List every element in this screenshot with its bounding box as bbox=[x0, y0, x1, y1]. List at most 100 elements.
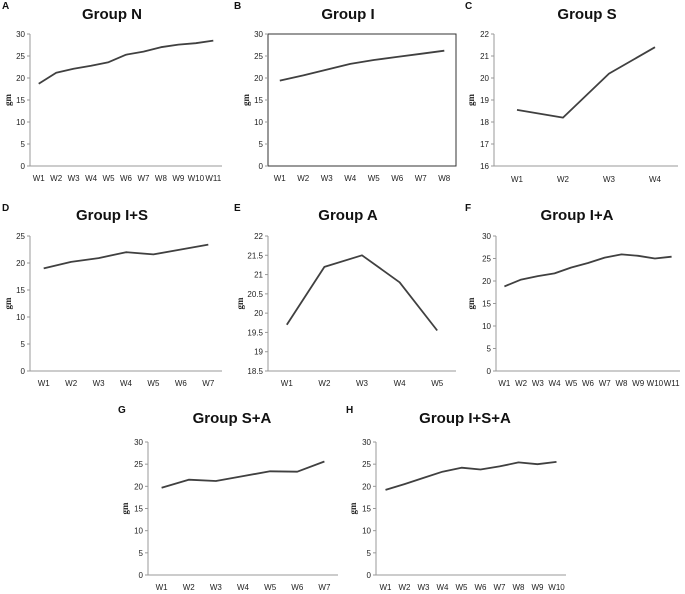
x-tick-label: W5 bbox=[565, 379, 578, 388]
y-tick-label: 10 bbox=[482, 322, 491, 331]
chart-title: Group I bbox=[321, 6, 374, 23]
x-tick-label: W10 bbox=[548, 583, 565, 592]
y-tick-label: 22 bbox=[480, 30, 489, 39]
y-tick-label: 0 bbox=[21, 367, 26, 376]
y-tick-label: 0 bbox=[487, 367, 492, 376]
panel-letter: G bbox=[118, 405, 126, 416]
x-tick-label: W4 bbox=[85, 174, 98, 183]
chart-title: Group N bbox=[82, 6, 142, 23]
x-tick-label: W7 bbox=[415, 174, 428, 183]
x-tick-label: W2 bbox=[399, 583, 412, 592]
x-tick-label: W6 bbox=[120, 174, 133, 183]
y-axis-label: gm bbox=[466, 297, 476, 310]
y-tick-label: 25 bbox=[482, 255, 491, 264]
series-line bbox=[504, 253, 672, 288]
y-tick-label: 20 bbox=[254, 74, 263, 83]
y-tick-label: 5 bbox=[367, 549, 372, 558]
y-tick-label: 10 bbox=[16, 118, 25, 127]
x-tick-label: W5 bbox=[368, 174, 381, 183]
x-tick-label: W6 bbox=[475, 583, 488, 592]
x-tick-label: W3 bbox=[532, 379, 545, 388]
y-tick-label: 30 bbox=[482, 232, 491, 241]
y-tick-label: 20 bbox=[362, 482, 371, 491]
x-tick-label: W3 bbox=[321, 174, 334, 183]
series-line bbox=[385, 461, 557, 491]
y-tick-label: 5 bbox=[21, 340, 26, 349]
y-tick-label: 5 bbox=[487, 345, 492, 354]
chart-panel-d: D Group I+S 0 5 10 15 20 25 W1 W2 W3 W4 W5 W6 W7 gm bbox=[2, 203, 222, 388]
chart-title: Group I+S+A bbox=[419, 410, 511, 427]
series-line bbox=[161, 460, 325, 489]
x-tick-label: W7 bbox=[202, 379, 215, 388]
x-tick-label: W3 bbox=[603, 175, 616, 184]
y-tick-label: 10 bbox=[16, 313, 25, 322]
x-tick-label: W6 bbox=[175, 379, 188, 388]
y-tick-label: 15 bbox=[482, 300, 491, 309]
y-tick-label: 0 bbox=[139, 571, 144, 580]
x-tick-label: W5 bbox=[456, 583, 469, 592]
y-tick-label: 25 bbox=[16, 52, 25, 61]
y-axis-label: gm bbox=[241, 94, 251, 107]
y-tick-label: 25 bbox=[362, 460, 371, 469]
y-tick-label: 10 bbox=[254, 118, 263, 127]
y-tick-label: 20 bbox=[16, 74, 25, 83]
chart-title: Group A bbox=[318, 207, 378, 224]
x-tick-label: W4 bbox=[437, 583, 450, 592]
y-tick-label: 21 bbox=[254, 271, 263, 280]
y-tick-label: 20.5 bbox=[247, 290, 263, 299]
y-tick-label: 15 bbox=[134, 505, 143, 514]
chart-title: Group I+S bbox=[76, 207, 148, 224]
x-tick-label: W5 bbox=[431, 379, 444, 388]
panel-letter: B bbox=[234, 1, 241, 12]
panel-letter: F bbox=[465, 203, 471, 214]
series-line bbox=[38, 39, 214, 85]
series-line bbox=[43, 243, 209, 270]
y-tick-label: 0 bbox=[367, 571, 372, 580]
y-tick-label: 15 bbox=[254, 96, 263, 105]
x-tick-label: W1 bbox=[511, 175, 524, 184]
panel-letter: D bbox=[2, 203, 9, 214]
y-axis-label: gm bbox=[3, 297, 13, 310]
x-tick-label: W4 bbox=[649, 175, 662, 184]
chart-panel-h: H Group I+S+A 0 5 10 15 20 25 30 W1 W2 W3 W4 W5 W6 W7 W8… bbox=[346, 405, 566, 592]
x-tick-label: W9 bbox=[632, 379, 645, 388]
x-tick-label: W3 bbox=[210, 583, 223, 592]
x-tick-label: W2 bbox=[515, 379, 528, 388]
x-tick-label: W3 bbox=[68, 174, 81, 183]
y-tick-label: 18 bbox=[480, 118, 489, 127]
panel-letter: A bbox=[2, 1, 9, 12]
y-axis-label: gm bbox=[235, 297, 245, 310]
y-tick-label: 5 bbox=[21, 140, 26, 149]
y-tick-label: 5 bbox=[139, 549, 144, 558]
chart-panel-e: E Group A 18.5 19 19.5 20 20.5 21 21.5 22 W1 W2 W3 W4… bbox=[234, 203, 456, 388]
x-tick-label: W7 bbox=[137, 174, 150, 183]
y-tick-label: 19 bbox=[254, 348, 263, 357]
x-tick-label: W2 bbox=[318, 379, 331, 388]
x-tick-label: W10 bbox=[188, 174, 205, 183]
x-tick-label: W1 bbox=[380, 583, 393, 592]
y-tick-label: 20 bbox=[16, 259, 25, 268]
chart-title: Group I+A bbox=[541, 207, 614, 224]
y-tick-label: 15 bbox=[16, 286, 25, 295]
x-tick-label: W8 bbox=[155, 174, 168, 183]
panel-letter: E bbox=[234, 203, 241, 214]
x-tick-label: W10 bbox=[647, 379, 664, 388]
x-tick-label: W2 bbox=[183, 583, 196, 592]
x-tick-label: W8 bbox=[513, 583, 526, 592]
x-tick-label: W4 bbox=[120, 379, 133, 388]
x-tick-label: W11 bbox=[205, 174, 221, 183]
y-tick-label: 25 bbox=[254, 52, 263, 61]
x-tick-label: W4 bbox=[549, 379, 562, 388]
x-tick-label: W4 bbox=[344, 174, 357, 183]
y-tick-label: 18.5 bbox=[247, 367, 263, 376]
panel-letter: H bbox=[346, 405, 353, 416]
plot-frame bbox=[267, 33, 457, 167]
y-tick-label: 25 bbox=[16, 232, 25, 241]
x-tick-label: W1 bbox=[33, 174, 46, 183]
x-tick-label: W4 bbox=[394, 379, 407, 388]
x-tick-label: W2 bbox=[297, 174, 310, 183]
x-tick-label: W5 bbox=[103, 174, 116, 183]
y-tick-label: 21 bbox=[480, 52, 489, 61]
